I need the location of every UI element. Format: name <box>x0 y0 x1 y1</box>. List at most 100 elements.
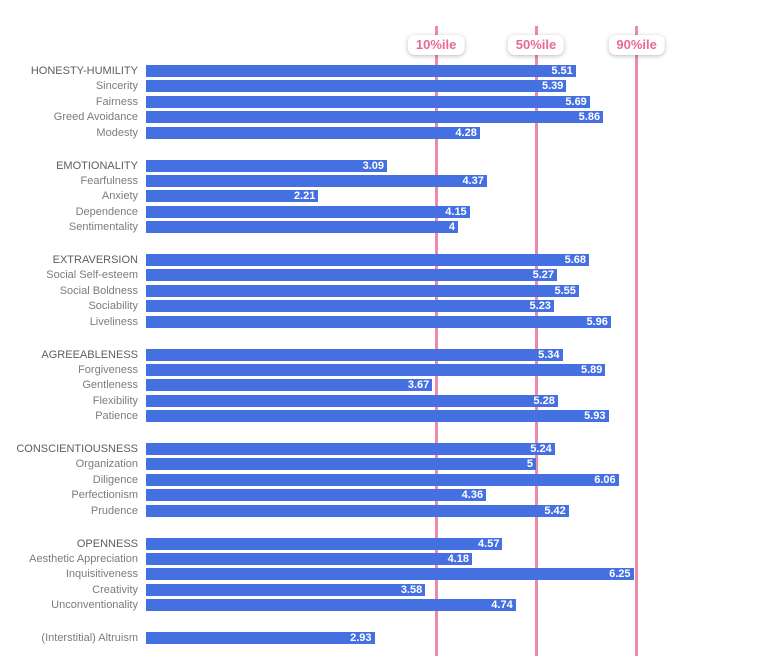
score-value: 5.28 <box>533 394 555 407</box>
facet-label: Creativity <box>92 583 138 596</box>
score-value: 5.24 <box>530 443 552 455</box>
score-bar: 2.21 <box>146 190 319 203</box>
score-bar: 5.69 <box>146 95 590 108</box>
score-value: 5 <box>526 458 533 471</box>
score-value: 4.28 <box>455 126 477 139</box>
factor-label: AGREEABLENESS <box>41 348 138 361</box>
score-value: 3.67 <box>407 379 430 392</box>
score-bar: 4.74 <box>146 599 516 612</box>
score-value: 4.74 <box>491 599 513 612</box>
facet-label: Diligence <box>92 473 138 486</box>
score-value: 4 <box>448 221 455 234</box>
score-value: 5.23 <box>529 300 551 313</box>
score-bar: 2.93 <box>146 632 375 644</box>
score-bar: 3.09 <box>146 159 388 172</box>
score-value: 4.37 <box>462 174 484 187</box>
score-bar: 4.57 <box>146 537 503 550</box>
score-bar: 5.68 <box>146 254 590 266</box>
score-bar: 3.58 <box>146 583 426 596</box>
facet-label: Greed Avoidance <box>53 111 138 124</box>
facet-label: Gentleness <box>82 379 138 392</box>
score-bar: 4.28 <box>146 126 480 139</box>
percentile-badge-50: 50%ile <box>507 35 565 55</box>
score-bar: 4.36 <box>146 489 487 502</box>
score-bar: 5.27 <box>146 269 558 282</box>
score-bar: 5.86 <box>146 111 604 124</box>
score-bar: 6.06 <box>146 473 619 486</box>
factor-label: HONESTY-HUMILITY <box>30 65 138 77</box>
percentile-badge-label: 50%ile <box>515 37 557 52</box>
score-bar: 5.24 <box>146 443 555 455</box>
score-bar: 5 <box>146 458 536 471</box>
score-bar: 5.39 <box>146 80 567 93</box>
facet-label: Unconventionality <box>51 599 138 612</box>
percentile-badge-10: 10%ile <box>407 35 465 55</box>
facet-label: Sentimentality <box>68 221 138 234</box>
facet-label: Flexibility <box>92 394 138 407</box>
score-value: 5.51 <box>551 65 573 77</box>
facet-label: Dependence <box>75 205 138 218</box>
percentile-badge-label: 10%ile <box>415 37 457 52</box>
facet-label: Social Boldness <box>59 284 138 297</box>
score-bar: 5.51 <box>146 65 576 77</box>
facet-label: Patience <box>95 410 138 423</box>
facet-label: Inquisitiveness <box>65 568 138 581</box>
score-bar: 5.34 <box>146 348 563 361</box>
percentile-line-10 <box>434 26 438 656</box>
factor-label: EMOTIONALITY <box>56 159 138 172</box>
score-value: 5.39 <box>541 80 564 93</box>
score-bar: 4.37 <box>146 174 487 187</box>
facet-label: Liveliness <box>89 315 138 328</box>
score-value: 4.18 <box>447 552 470 565</box>
score-value: 5.68 <box>564 254 587 266</box>
factor-label: EXTRAVERSION <box>52 254 138 266</box>
score-value: 2.93 <box>350 632 372 644</box>
score-value: 3.58 <box>400 583 423 596</box>
facet-label: Aesthetic Appreciation <box>29 552 138 565</box>
score-value: 4.57 <box>478 537 500 550</box>
score-bar: 5.42 <box>146 504 569 517</box>
facet-label: Fearfulness <box>80 174 138 187</box>
score-value: 3.09 <box>362 159 385 172</box>
score-value: 5.86 <box>578 111 601 124</box>
score-value: 4.15 <box>445 205 467 218</box>
facet-label: Modesty <box>96 126 138 139</box>
score-bar: 5.89 <box>146 363 606 376</box>
facet-label: Social Self-esteem <box>46 269 138 282</box>
facet-label: (Interstitial) Altruism <box>41 632 138 644</box>
score-bar: 5.93 <box>146 410 609 423</box>
score-value: 4.36 <box>461 489 484 502</box>
score-value: 5.55 <box>554 284 576 297</box>
score-value: 6.25 <box>609 568 631 581</box>
score-bar: 5.23 <box>146 300 554 313</box>
score-value: 5.42 <box>544 504 566 517</box>
facet-label: Sociability <box>88 300 138 313</box>
score-value: 2.21 <box>293 190 316 203</box>
score-value: 6.06 <box>594 473 616 486</box>
score-value: 5.96 <box>586 315 608 328</box>
facet-label: Anxiety <box>101 190 138 203</box>
score-bar: 4 <box>146 221 458 234</box>
score-bar: 4.15 <box>146 205 470 218</box>
score-value: 5.27 <box>532 269 555 282</box>
factor-label: CONSCIENTIOUSNESS <box>16 443 138 455</box>
score-bar: 5.28 <box>146 394 558 407</box>
score-bar: 5.55 <box>146 284 579 297</box>
facet-label: Prudence <box>90 504 138 517</box>
facet-label: Perfectionism <box>71 489 138 502</box>
score-value: 5.89 <box>580 363 603 376</box>
score-value: 5.93 <box>584 410 606 423</box>
facet-label: Forgiveness <box>78 363 138 376</box>
percentile-badge-90: 90%ile <box>608 35 665 55</box>
facet-label: Fairness <box>95 95 138 108</box>
score-bar: 4.18 <box>146 552 473 565</box>
facet-label: Sincerity <box>95 80 138 93</box>
facet-label: Organization <box>75 458 138 471</box>
factor-label: OPENNESS <box>76 537 138 550</box>
score-value: 5.69 <box>565 95 587 108</box>
score-bar: 3.67 <box>146 379 433 392</box>
percentile-line-50 <box>534 26 538 656</box>
score-bar: 6.25 <box>146 568 634 581</box>
percentile-badge-label: 90%ile <box>616 37 657 52</box>
